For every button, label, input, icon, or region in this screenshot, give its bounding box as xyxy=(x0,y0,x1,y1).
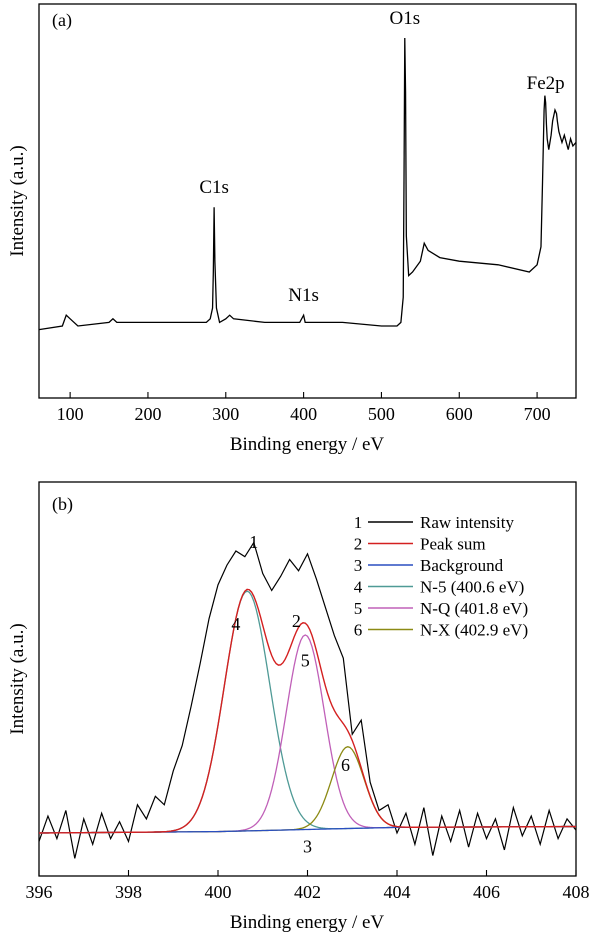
legend-entry: 1 Raw intensity xyxy=(354,513,515,532)
legend-label: N-5 (400.6 eV) xyxy=(420,578,524,597)
legend-number: 1 xyxy=(354,513,363,532)
peak-sum-line xyxy=(38,588,577,834)
panel-b-legend: 1 Raw intensity 2 Peak sum 3 Background 4 N-5 (… xyxy=(354,513,528,640)
panel-a-y-axis-label: Intensity (a.u.) xyxy=(7,145,28,256)
legend-number: 6 xyxy=(354,621,363,640)
panel-b-label: (b) xyxy=(52,494,73,515)
curve-number-label: 1 xyxy=(249,532,258,552)
curve-number-label: 2 xyxy=(292,611,301,631)
legend-number: 3 xyxy=(354,556,363,575)
panel-b-x-tick-label: 406 xyxy=(473,882,500,902)
panel-a: (a) 100 200 300 400 500 600 700 C1sN1sO1sFe2p … xyxy=(7,3,577,455)
peak-label: Fe2p xyxy=(527,73,565,94)
legend-label: Peak sum xyxy=(420,535,486,554)
panel-b: (b) 396 398 400 402 404 406 408 1 2 3 4 5 6 1 Raw in… xyxy=(7,481,590,933)
panel-b-curves xyxy=(38,541,577,859)
legend-label: N-X (402.9 eV) xyxy=(420,621,528,640)
curve-number-label: 4 xyxy=(231,614,240,634)
peak-label: N1s xyxy=(288,285,319,306)
panel-a-x-tick-label: 700 xyxy=(524,404,551,424)
panel-b-curve-labels: 1 2 3 4 5 6 xyxy=(231,532,350,857)
panel-a-x-tick-label: 100 xyxy=(57,404,84,424)
panel-b-x-ticks: 396 398 400 402 404 406 408 xyxy=(26,870,590,902)
panel-a-label: (a) xyxy=(52,10,72,31)
legend-entry: 5 N-Q (401.8 eV) xyxy=(354,599,528,618)
legend-label: Background xyxy=(420,556,504,575)
legend-entry: 2 Peak sum xyxy=(354,535,486,554)
panel-b-x-tick-label: 404 xyxy=(384,882,411,902)
legend-label: N-Q (401.8 eV) xyxy=(420,599,528,618)
panel-a-x-tick-label: 200 xyxy=(134,404,161,424)
curve-number-label: 6 xyxy=(341,755,350,775)
peak-label: C1s xyxy=(199,177,229,198)
panel-b-x-tick-label: 398 xyxy=(115,882,142,902)
panel-b-frame xyxy=(38,481,577,877)
panel-a-spectrum-line xyxy=(38,37,577,331)
legend-entry: 4 N-5 (400.6 eV) xyxy=(354,578,525,597)
peak-label: O1s xyxy=(389,8,420,29)
panel-a-peak-labels: C1s N1s O1s Fe2p xyxy=(199,8,564,306)
legend-number: 2 xyxy=(354,535,363,554)
legend-number: 4 xyxy=(354,578,363,597)
curve-number-label: 3 xyxy=(303,837,312,857)
panel-a-x-tick-label: 400 xyxy=(290,404,317,424)
panel-b-x-tick-label: 408 xyxy=(563,882,590,902)
legend-entry: 3 Background xyxy=(354,556,504,575)
panel-b-x-tick-label: 400 xyxy=(205,882,232,902)
curve-number-label: 5 xyxy=(301,651,310,671)
panel-a-x-axis-label: Binding energy / eV xyxy=(230,434,385,455)
legend-number: 5 xyxy=(354,599,363,618)
legend-entry: 6 N-X (402.9 eV) xyxy=(354,621,528,640)
panel-b-x-tick-label: 402 xyxy=(294,882,321,902)
panel-b-y-axis-label: Intensity (a.u.) xyxy=(7,623,28,734)
raw-intensity-line xyxy=(38,541,577,859)
panel-a-x-ticks: 100 200 300 400 500 600 700 xyxy=(57,392,551,424)
panel-a-frame xyxy=(38,3,577,399)
panel-b-x-tick-label: 396 xyxy=(26,882,53,902)
panel-a-x-tick-label: 300 xyxy=(212,404,239,424)
panel-b-x-axis-label: Binding energy / eV xyxy=(230,912,385,933)
legend-label: Raw intensity xyxy=(420,513,514,532)
panel-a-x-tick-label: 500 xyxy=(368,404,395,424)
panel-a-x-tick-label: 600 xyxy=(446,404,473,424)
